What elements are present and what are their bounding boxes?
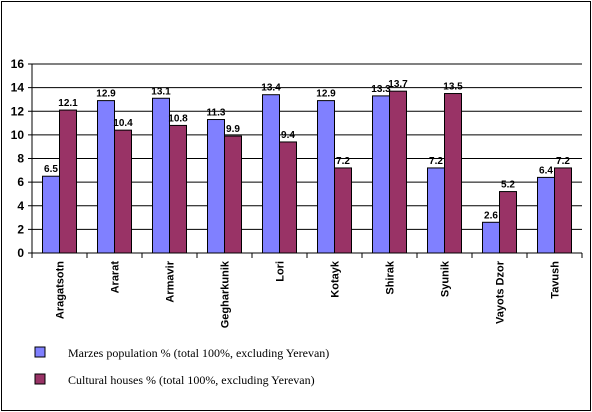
data-label: 13.1 [151, 86, 171, 97]
bar [224, 135, 242, 254]
axes: 0 2 4 6 8 10 12 14 16 Aragatsotn Ararat Armavir Gegh… [11, 57, 583, 328]
data-label: 10.4 [113, 118, 133, 129]
x-category-label: Ararat [110, 261, 122, 294]
x-category-label: Shirak [385, 260, 397, 295]
data-label: 13.3 [371, 84, 391, 95]
data-label: 5.2 [501, 180, 515, 191]
data-label: 6.5 [44, 164, 58, 175]
bar [482, 221, 500, 254]
legend-swatch [34, 346, 46, 358]
y-tick-label: 4 [17, 199, 24, 213]
bar [427, 167, 445, 254]
bar [207, 119, 225, 254]
data-label: 6.4 [539, 165, 553, 176]
y-tick-label: 12 [11, 104, 25, 118]
bar [554, 167, 572, 254]
y-tick-label: 14 [11, 81, 25, 95]
data-label: 13.7 [388, 79, 408, 90]
data-label: 9.4 [281, 130, 295, 141]
data-label: 7.2 [336, 156, 350, 167]
data-label: 13.4 [261, 83, 281, 94]
data-label: 7.2 [429, 156, 443, 167]
legend-entry: Marzes population % (total 100%, excludi… [68, 346, 329, 360]
bar [317, 100, 335, 254]
bar [97, 100, 115, 254]
bar [537, 176, 555, 254]
data-label: 7.2 [556, 156, 570, 167]
bar [334, 167, 352, 254]
bar [372, 95, 390, 254]
bar [114, 129, 132, 254]
legend-swatch [34, 373, 46, 385]
x-category-label: Armavir [165, 260, 177, 302]
x-category-label: Gegharkunik [220, 260, 232, 328]
y-tick-label: 16 [11, 57, 25, 71]
bar [152, 97, 170, 254]
y-tick-label: 6 [17, 175, 24, 189]
data-label: 11.3 [207, 108, 226, 119]
y-tick-label: 2 [17, 222, 24, 236]
bar [169, 124, 187, 254]
x-category-label: Vayots Dzor [495, 260, 507, 324]
x-category-label: Syunik [440, 260, 452, 297]
x-category-label: Aragatsotn [55, 261, 67, 319]
bar [42, 175, 60, 254]
bar [499, 191, 517, 254]
y-tick-label: 0 [17, 246, 24, 260]
y-tick-label: 8 [17, 152, 24, 166]
data-label: 9.9 [226, 124, 240, 135]
y-tick-label: 10 [11, 128, 25, 142]
bar [59, 109, 77, 254]
data-labels: 6.5 12.1 12.9 10.4 13.1 10.8 11.39.9 13.4 9.4 12.… [44, 79, 570, 221]
bars [42, 90, 572, 254]
bar [444, 93, 462, 254]
bar [389, 90, 407, 254]
data-label: 12.1 [58, 98, 78, 109]
bar [279, 141, 297, 254]
data-label: 12.9 [316, 89, 336, 100]
bar [262, 94, 280, 254]
data-label: 2.6 [484, 210, 498, 221]
data-label: 10.8 [168, 113, 188, 124]
x-category-label: Tavush [550, 261, 562, 299]
legend: Marzes population % (total 100%, excludi… [34, 346, 329, 387]
legend-entry: Cultural houses % (total 100%, excluding… [68, 373, 315, 387]
data-label: 13.5 [443, 82, 463, 93]
x-category-label: Lori [275, 261, 287, 282]
x-category-label: Kotayk [330, 260, 342, 298]
data-label: 12.9 [96, 89, 116, 100]
